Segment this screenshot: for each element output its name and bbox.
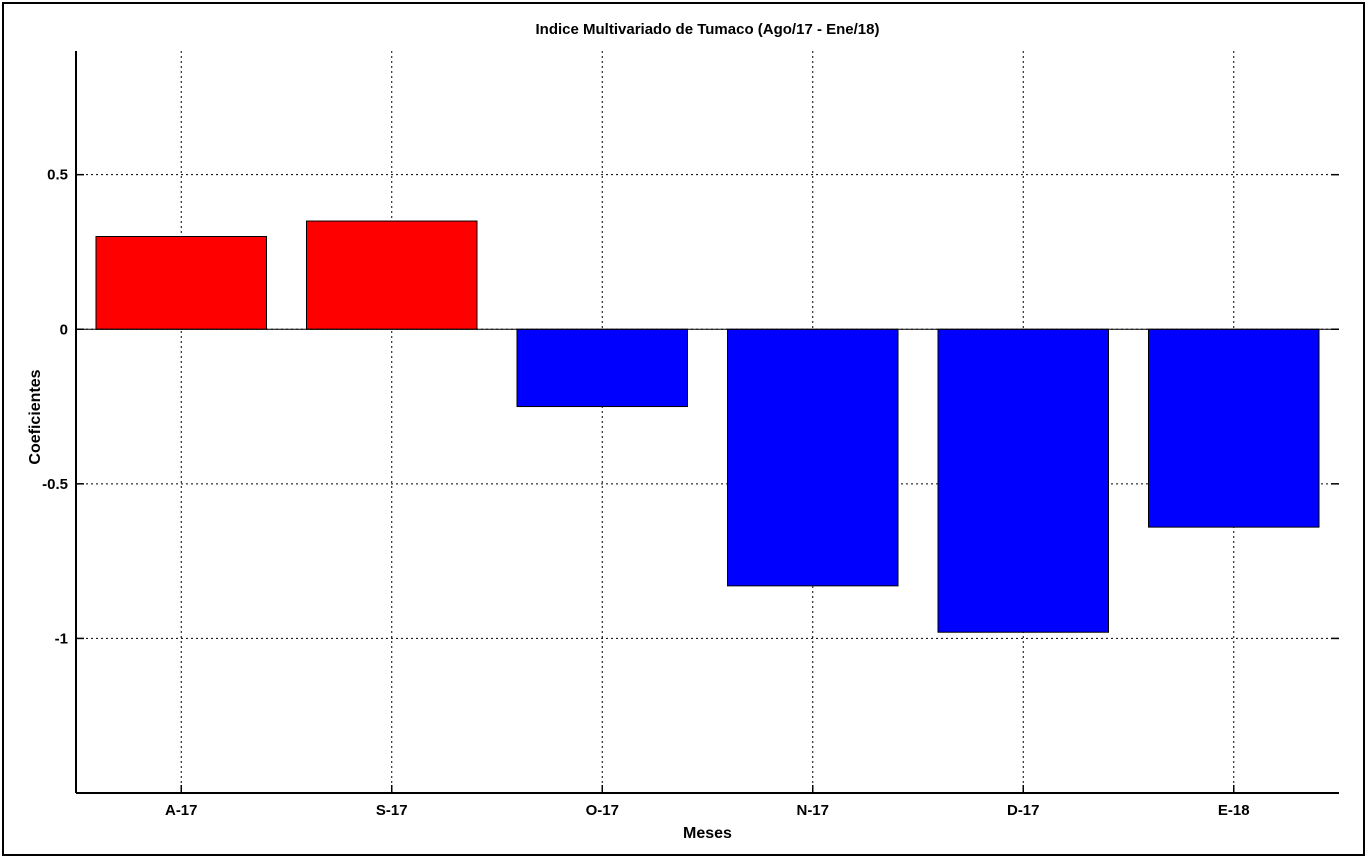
x-tick-label: N-17 (796, 802, 829, 819)
bar (95, 236, 268, 330)
x-tick-label: D-17 (1007, 802, 1040, 819)
bar (516, 328, 689, 408)
bar (1147, 328, 1320, 528)
y-tick-label: 0.5 (47, 167, 68, 184)
bar (726, 328, 899, 587)
x-tick-label: O-17 (586, 802, 619, 819)
ticks (76, 173, 1339, 793)
bars (95, 220, 1320, 633)
chart-title: Indice Multivariado de Tumaco (Ago/17 - … (536, 21, 880, 38)
x-tick-label: E-18 (1218, 802, 1250, 819)
y-tick-label: 0 (60, 321, 68, 338)
x-tick-label: S-17 (376, 802, 408, 819)
y-axis-title: Coeficientes (27, 369, 44, 464)
bar (305, 220, 478, 330)
y-tick-label: -1 (55, 630, 68, 647)
bar-chart: 0.5 0 -0.5 -1 A-17 S-17 O-17 N-17 D-17 E-18 Indic… (27, 21, 1339, 842)
x-axis-title: Meses (683, 825, 732, 842)
bar (937, 328, 1110, 633)
tick-labels: 0.5 0 -0.5 -1 A-17 S-17 O-17 N-17 D-17 E-18 (42, 167, 1249, 819)
x-tick-label: A-17 (165, 802, 198, 819)
y-tick-label: -0.5 (42, 476, 68, 493)
